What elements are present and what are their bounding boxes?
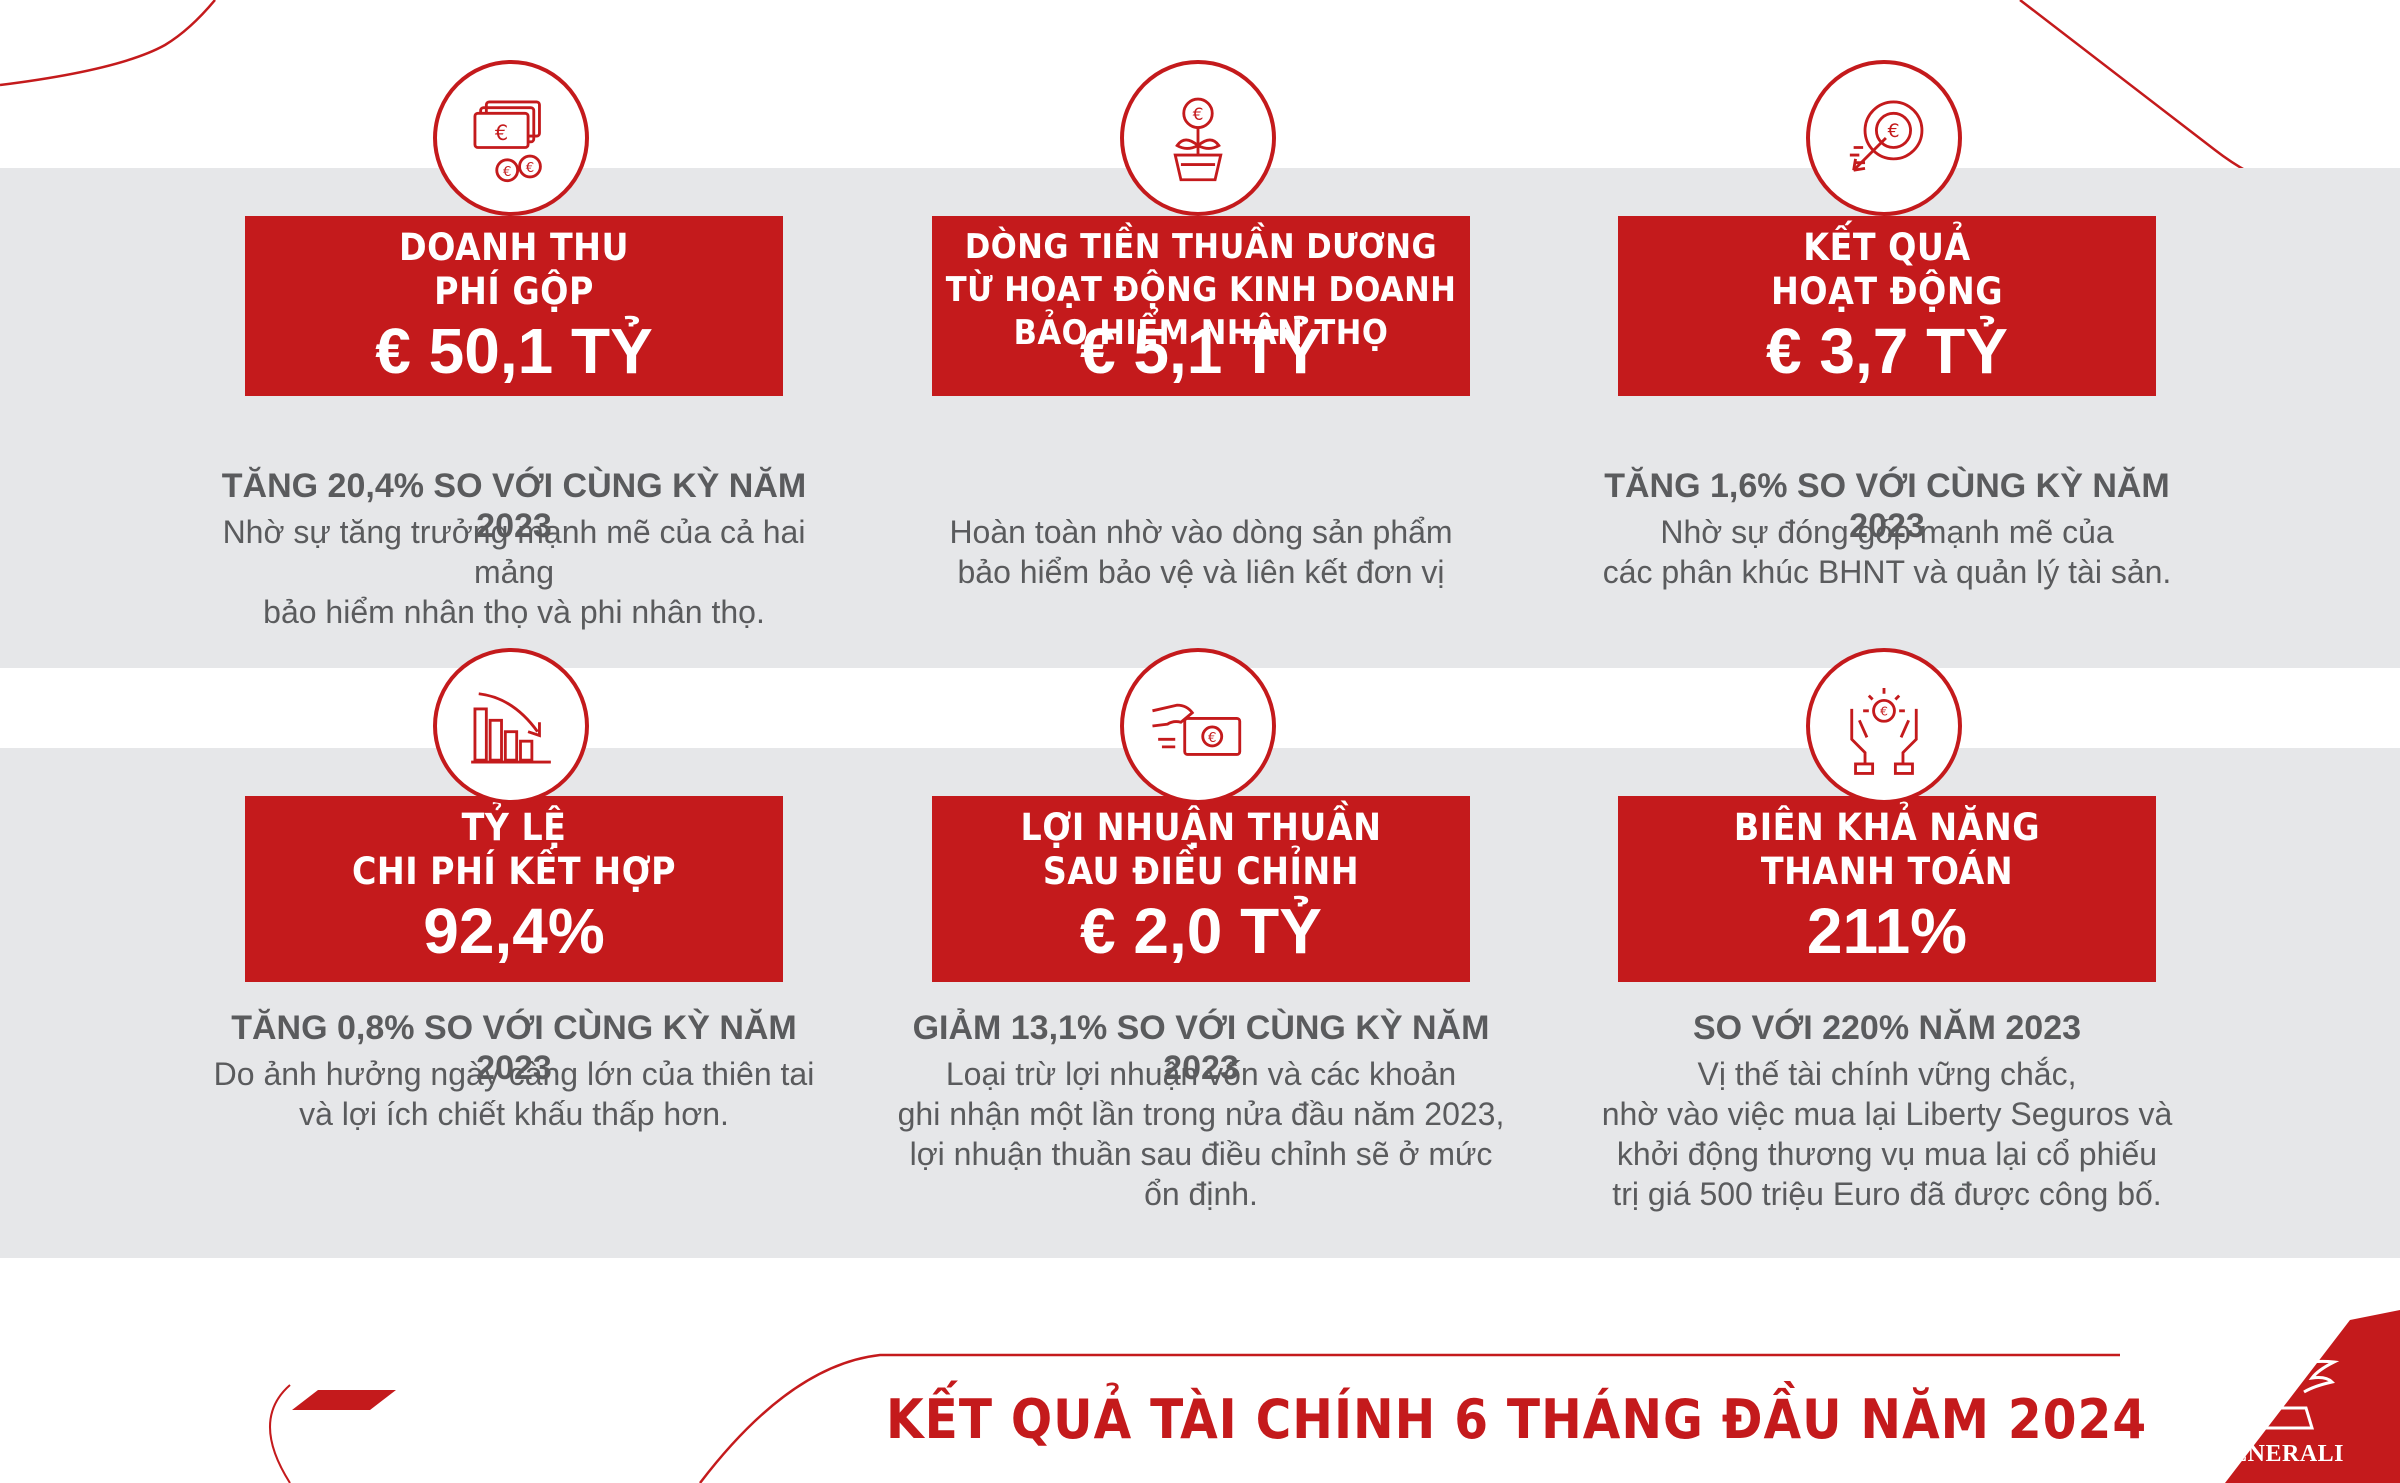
metric-box: KẾT QUẢ HOẠT ĐỘNG € 3,7 TỶ [1618, 216, 2156, 396]
metric-box: LỢI NHUẬN THUẦN SAU ĐIỀU CHỈNH € 2,0 TỶ [932, 796, 1470, 982]
metric-value: € 5,1 TỶ [1080, 315, 1322, 387]
metric-title: TỶ LỆ CHI PHÍ KẾT HỢP [351, 806, 677, 893]
euro-plant-icon: € [1120, 60, 1276, 216]
metric-box: TỶ LỆ CHI PHÍ KẾT HỢP 92,4% [245, 796, 783, 982]
metric-description: Hoàn toàn nhờ vào dòng sản phẩm bảo hiểm… [949, 514, 1453, 590]
metric-box: DOANH THU PHÍ GỘP € 50,1 TỶ [245, 216, 783, 396]
metric-card-gross-written-premiums: € € € DOANH THU PHÍ GỘP € 50,1 TỶ TĂNG 2… [222, 60, 806, 630]
metric-card-operating-result: € KẾT QUẢ HOẠT ĐỘNG € 3,7 TỶ TĂNG 1,6% S… [1603, 60, 2171, 620]
metric-title: KẾT QUẢ HOẠT ĐỘNG [1770, 226, 2004, 313]
metric-description: Do ảnh hưởng ngày càng lớn của thiên tai… [213, 1056, 815, 1132]
metric-value: € 2,0 TỶ [1080, 895, 1322, 967]
metric-change-headline: SO VỚI 220% NĂM 2023 [1692, 1009, 2082, 1047]
logo-text: GENERALI [2211, 1441, 2345, 1467]
hand-euro-bill-icon: € [1120, 648, 1276, 804]
metric-card-adjusted-net-result: € LỢI NHUẬN THUẦN SAU ĐIỀU CHỈNH € 2,0 T… [898, 648, 1504, 1212]
metric-description: Vị thế tài chính vững chắc, nhờ vào việc… [1601, 1056, 2173, 1212]
svg-text:€: € [1887, 120, 1899, 142]
metric-description: Nhờ sự đóng góp mạnh mẽ của các phân khú… [1602, 514, 2172, 590]
metric-title: DÒNG TIỀN THUẦN DƯƠNG TỪ HOẠT ĐỘNG KINH … [945, 227, 1457, 353]
euro-cash-icon: € € € [433, 60, 589, 216]
metric-title: LỢI NHUẬN THUẦN SAU ĐIỀU CHỈNH [1020, 806, 1382, 893]
metric-description: Nhờ sự tăng trưởng mạnh mẽ của cả hai mả… [222, 514, 806, 630]
metric-box: BIÊN KHẢ NĂNG THANH TOÁN 211% [1618, 796, 2156, 982]
metric-card-net-cash-flow: € DÒNG TIỀN THUẦN DƯƠNG TỪ HOẠT ĐỘNG KIN… [932, 60, 1470, 620]
metric-card-combined-ratio: TỶ LỆ CHI PHÍ KẾT HỢP 92,4% TĂNG 0,8% SO… [214, 648, 814, 1208]
svg-text:€: € [1208, 731, 1216, 746]
metric-value: 92,4% [423, 895, 605, 967]
metric-change-headline: GIẢM 13,1% SO VỚI CÙNG KỲ NĂM 2023 [912, 1009, 1490, 1087]
metric-change-headline: TĂNG 0,8% SO VỚI CÙNG KỲ NĂM 2023 [231, 1009, 797, 1087]
metric-box: DÒNG TIỀN THUẦN DƯƠNG TỪ HOẠT ĐỘNG KINH … [932, 216, 1470, 396]
winged-lion-icon [2234, 1359, 2340, 1430]
svg-text:€: € [1880, 705, 1888, 719]
euro-target-icon: € [1806, 60, 1962, 216]
metric-title: BIÊN KHẢ NĂNG THANH TOÁN [1733, 806, 2041, 893]
declining-chart-icon [433, 648, 589, 804]
svg-text:€: € [526, 161, 534, 176]
metric-description: Loại trừ lợi nhuận vốn và các khoản ghi … [897, 1056, 1505, 1212]
hands-euro-icon: € [1806, 648, 1962, 804]
page-title: KẾT QUẢ TÀI CHÍNH 6 THÁNG ĐẦU NĂM 2024 [886, 1388, 2148, 1451]
metric-value: 211% [1806, 895, 1968, 967]
generali-logo: GENERALI [2208, 1348, 2348, 1478]
metric-change-headline: TĂNG 20,4% SO VỚI CÙNG KỲ NĂM 2023 [221, 467, 807, 545]
metric-value: € 50,1 TỶ [375, 315, 653, 387]
metric-change-headline: TĂNG 1,6% SO VỚI CÙNG KỲ NĂM 2023 [1604, 467, 2170, 545]
svg-text:€: € [495, 121, 508, 145]
metric-card-solvency-ratio: € BIÊN KHẢ NĂNG THANH TOÁN 211% SO VỚI 2… [1602, 648, 2172, 1212]
metric-title: DOANH THU PHÍ GỘP [398, 226, 630, 313]
svg-text:€: € [503, 165, 511, 180]
metric-value: € 3,7 TỶ [1766, 315, 2008, 387]
svg-text:€: € [1193, 105, 1204, 125]
